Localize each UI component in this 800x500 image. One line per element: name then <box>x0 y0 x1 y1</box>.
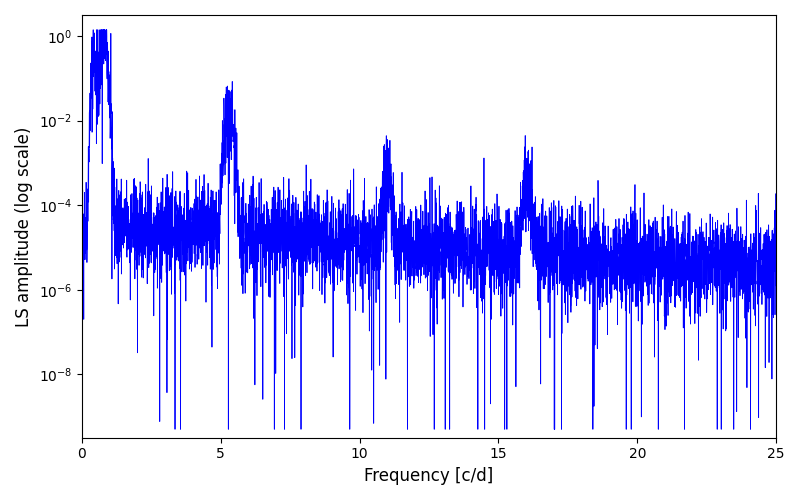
Y-axis label: LS amplitude (log scale): LS amplitude (log scale) <box>15 126 33 326</box>
X-axis label: Frequency [c/d]: Frequency [c/d] <box>364 467 494 485</box>
